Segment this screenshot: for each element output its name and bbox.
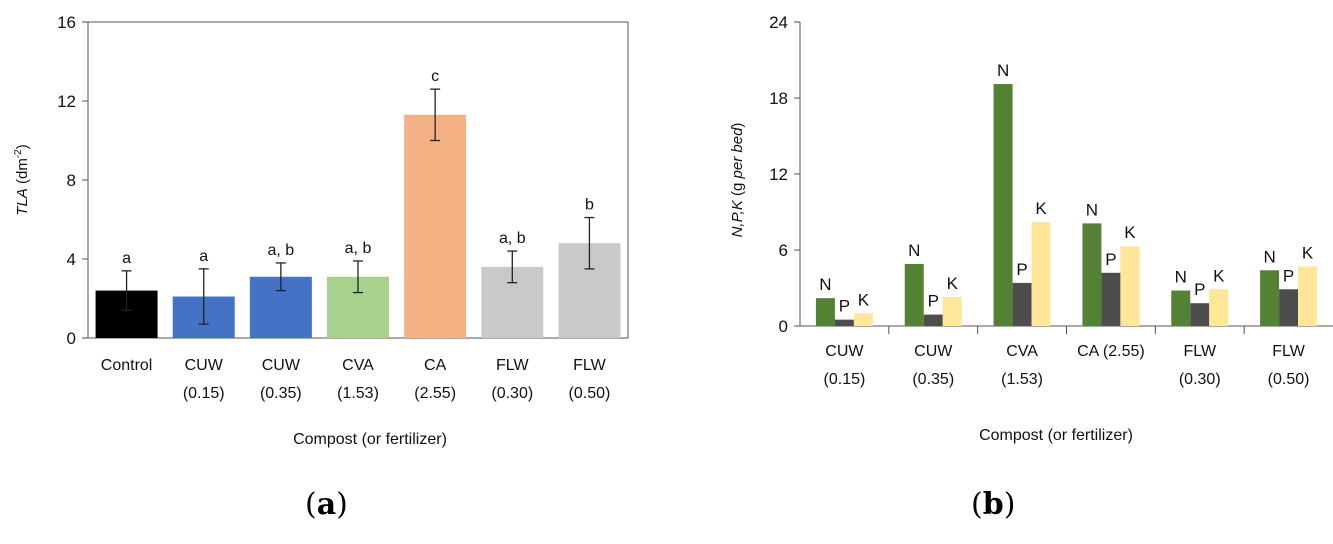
panel-label-b: (b)	[971, 487, 1016, 522]
bar-label-b: N	[1086, 200, 1098, 219]
y-tick-label-a: 4	[67, 250, 76, 269]
x-tick-label-b: FLW	[1272, 343, 1305, 360]
bar-b-n	[815, 298, 835, 326]
bar-b-n	[904, 263, 924, 326]
bar-b-k	[1120, 246, 1140, 326]
y-tick-label-b: 18	[769, 89, 788, 108]
bar-label-b: K	[1124, 223, 1136, 242]
bar-b-n	[1260, 270, 1280, 326]
x-tick-label-a-line2: (0.35)	[260, 385, 302, 402]
y-tick-label-b: 6	[779, 241, 788, 260]
bar-label-b: N	[997, 61, 1009, 80]
x-tick-label-b-line2: (0.15)	[824, 371, 866, 388]
bar-label-b: K	[1302, 243, 1314, 262]
bar-b-k	[1031, 222, 1051, 326]
bar-label-b: P	[928, 292, 939, 311]
x-axis-title-b: Compost (or fertilizer)	[979, 427, 1133, 444]
y-tick-label-a: 8	[67, 171, 76, 190]
bar-label-b: N	[1263, 247, 1275, 266]
chart-a: 0 4 8 12 16 a Control a CUW (0.15) a, b CUW (0.35) a,…	[13, 13, 629, 448]
bar-label-b: K	[947, 274, 959, 293]
x-tick-label-a: CA	[424, 357, 447, 374]
panel-label-a: (a)	[305, 487, 348, 522]
x-tick-label-b-line2: (0.50)	[1268, 371, 1310, 388]
bar-b-k	[942, 296, 962, 326]
bar-label-b: K	[1213, 266, 1225, 285]
x-tick-label-b: CA (2.55)	[1077, 343, 1145, 360]
x-tick-label-a-line2: (0.50)	[569, 385, 611, 402]
x-tick-label-a: FLW	[496, 357, 529, 374]
x-axis-title-a: Compost (or fertilizer)	[293, 431, 447, 448]
x-tick-label-b: CUW	[825, 343, 864, 360]
significance-label-a: a	[199, 248, 208, 265]
y-tick-label-a: 12	[57, 92, 76, 111]
bar-label-b: P	[1016, 260, 1027, 279]
bar-b-p	[1012, 282, 1032, 326]
bar-label-b: P	[1283, 266, 1294, 285]
bar-b-n	[1171, 290, 1191, 326]
x-tick-label-a-line2: (1.53)	[337, 385, 379, 402]
x-tick-label-a: CUW	[185, 357, 224, 374]
significance-label-a: a, b	[345, 240, 372, 257]
significance-label-a: a, b	[499, 230, 526, 247]
y-tick-label-a: 16	[57, 13, 76, 32]
y-tick-label-b: 24	[769, 13, 788, 32]
x-tick-label-a-line2: (0.30)	[491, 385, 533, 402]
bar-b-k	[1209, 289, 1229, 326]
significance-label-a: a, b	[268, 242, 295, 259]
bar-b-p	[1101, 272, 1121, 326]
bar-b-p	[1190, 303, 1210, 326]
bar-label-b: P	[1105, 250, 1116, 269]
bar-label-b: N	[819, 275, 831, 294]
bar-label-b: N	[1175, 268, 1187, 287]
bar-label-b: P	[1194, 280, 1205, 299]
bar-b-k	[1298, 266, 1318, 326]
x-tick-label-a: CUW	[262, 357, 301, 374]
x-tick-label-b: FLW	[1183, 343, 1216, 360]
x-tick-label-a: Control	[101, 357, 153, 374]
bar-label-b: K	[858, 290, 870, 309]
bar-label-b: P	[839, 297, 850, 316]
x-tick-label-b-line2: (0.30)	[1179, 371, 1221, 388]
x-tick-label-b: CVA	[1006, 343, 1038, 360]
x-tick-label-b: CUW	[914, 343, 953, 360]
x-tick-label-b-line2: (0.35)	[912, 371, 954, 388]
bar-a	[404, 114, 467, 338]
bar-b-p	[834, 319, 854, 326]
bar-label-b: K	[1035, 199, 1047, 218]
significance-label-a: b	[585, 197, 594, 214]
bar-b-k	[853, 313, 873, 326]
significance-label-a: a	[122, 250, 131, 267]
y-axis-title-a: TLA (dm-2)	[13, 144, 31, 215]
bar-b-n	[993, 84, 1013, 326]
x-tick-label-a: FLW	[573, 357, 606, 374]
y-tick-label-a: 0	[67, 329, 76, 348]
x-tick-label-a: CVA	[342, 357, 374, 374]
y-tick-label-b: 12	[769, 165, 788, 184]
bar-b-n	[1082, 223, 1102, 326]
bar-label-b: N	[908, 241, 920, 260]
bar-b-p	[1279, 289, 1299, 326]
bar-b-p	[923, 314, 943, 326]
x-tick-label-a-line2: (2.55)	[414, 385, 456, 402]
y-axis-title-b: N,P,K (g per bed)	[729, 123, 746, 238]
x-tick-label-b-line2: (1.53)	[1001, 371, 1043, 388]
y-tick-label-b: 0	[779, 317, 788, 336]
x-tick-label-a-line2: (0.15)	[183, 385, 225, 402]
significance-label-a: c	[431, 68, 439, 85]
